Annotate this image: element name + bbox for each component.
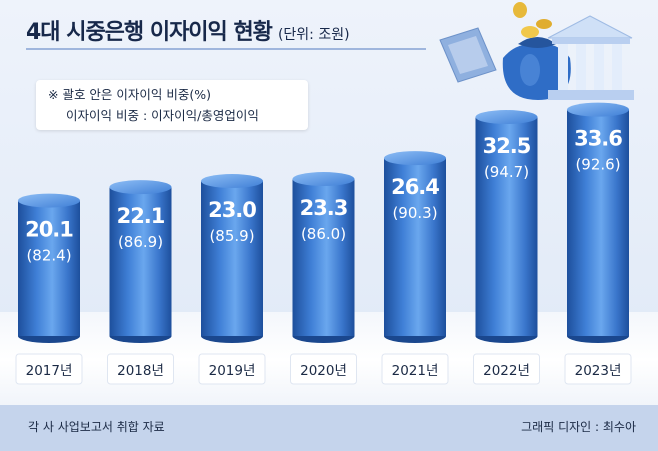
bar-value-label: 23.3 (300, 196, 348, 220)
bar-value-label: 20.1 (25, 218, 73, 242)
bar-top (292, 172, 355, 187)
year-tick-label: 2018년 (117, 363, 164, 379)
bar-group: 26.4 (90.3) 2021년 (381, 151, 449, 385)
bar-value-label: 32.5 (483, 134, 531, 158)
bar (567, 109, 629, 336)
bar (384, 158, 446, 336)
bar-group: 22.1 (86.9) 2018년 (107, 180, 174, 385)
money-bag-icon (502, 37, 571, 100)
note-box: ※ 괄호 안은 이자이익 비중(%) 이자이익 비중 : 이자이익/총영업이익 (36, 80, 308, 130)
bank-money-illustration (439, 2, 634, 100)
bar (18, 200, 80, 336)
bar-ratio-label: (92.6) (575, 156, 620, 174)
bar-ratio-label: (86.9) (118, 233, 163, 251)
year-label-box (473, 353, 540, 385)
banknote-icon (439, 27, 497, 83)
bar-value-label: 26.4 (391, 175, 439, 199)
bar-group: 23.0 (85.9) 2019년 (198, 174, 266, 385)
year-label-box (15, 353, 83, 385)
bar-value-label: 22.1 (117, 204, 165, 228)
bar-value-label: 23.0 (208, 198, 256, 222)
bar-top (384, 151, 446, 166)
bar (475, 117, 538, 336)
year-tick-label: 2019년 (209, 363, 256, 379)
bar-top (475, 110, 538, 125)
coin-icon (513, 2, 552, 38)
bar (292, 179, 355, 336)
year-tick-label: 2021년 (392, 363, 439, 379)
bar-group: 20.1 (82.4) 2017년 (15, 193, 83, 385)
bar-ratio-label: (82.4) (26, 247, 71, 265)
credit-text: 그래픽 디자인 : 최수아 (521, 420, 636, 434)
bar-group: 33.6 (92.6) 2023년 (564, 102, 632, 385)
bar-top (109, 180, 172, 195)
bar-top (18, 193, 80, 208)
year-tick-label: 2017년 (26, 363, 73, 379)
year-label-box (381, 353, 449, 385)
bar (201, 181, 263, 336)
note-line-2: 이자이익 비중 : 이자이익/총영업이익 (66, 108, 259, 123)
unit-label: (단위: 조원) (277, 27, 350, 43)
source-text: 각 사 사업보고서 취합 자료 (28, 420, 165, 434)
year-label-box (564, 353, 632, 385)
bar-ratio-label: (85.9) (209, 227, 254, 245)
bank-building-icon (547, 15, 634, 100)
title-underline (26, 48, 426, 50)
year-tick-label: 2023년 (575, 363, 622, 379)
chart-title: 4대 시중은행 이자이익 현황 (26, 20, 273, 45)
year-label-box (107, 353, 174, 385)
bar-value-label: 33.6 (574, 127, 622, 151)
bar-group: 23.3 (86.0) 2020년 (290, 172, 357, 385)
bar-ratio-label: (94.7) (484, 163, 529, 181)
bar-top (201, 174, 263, 189)
footer-bar (0, 405, 658, 451)
bar-top (567, 102, 629, 117)
bar-ratio-label: (86.0) (301, 225, 346, 243)
bar-ratio-label: (90.3) (392, 204, 437, 222)
year-tick-label: 2022년 (483, 363, 530, 379)
bar-group: 32.5 (94.7) 2022년 (473, 110, 540, 385)
bar (109, 187, 172, 336)
year-tick-label: 2020년 (300, 363, 347, 379)
bar-chart: 20.1 (82.4) 2017년 22.1 (86.9) 2018년 23.0 (85.9)… (15, 102, 632, 385)
year-label-box (290, 353, 357, 385)
title-block: 4대 시중은행 이자이익 현황 (단위: 조원) (26, 14, 350, 46)
year-label-box (198, 353, 266, 385)
note-line-1: ※ 괄호 안은 이자이익 비중(%) (48, 87, 211, 102)
